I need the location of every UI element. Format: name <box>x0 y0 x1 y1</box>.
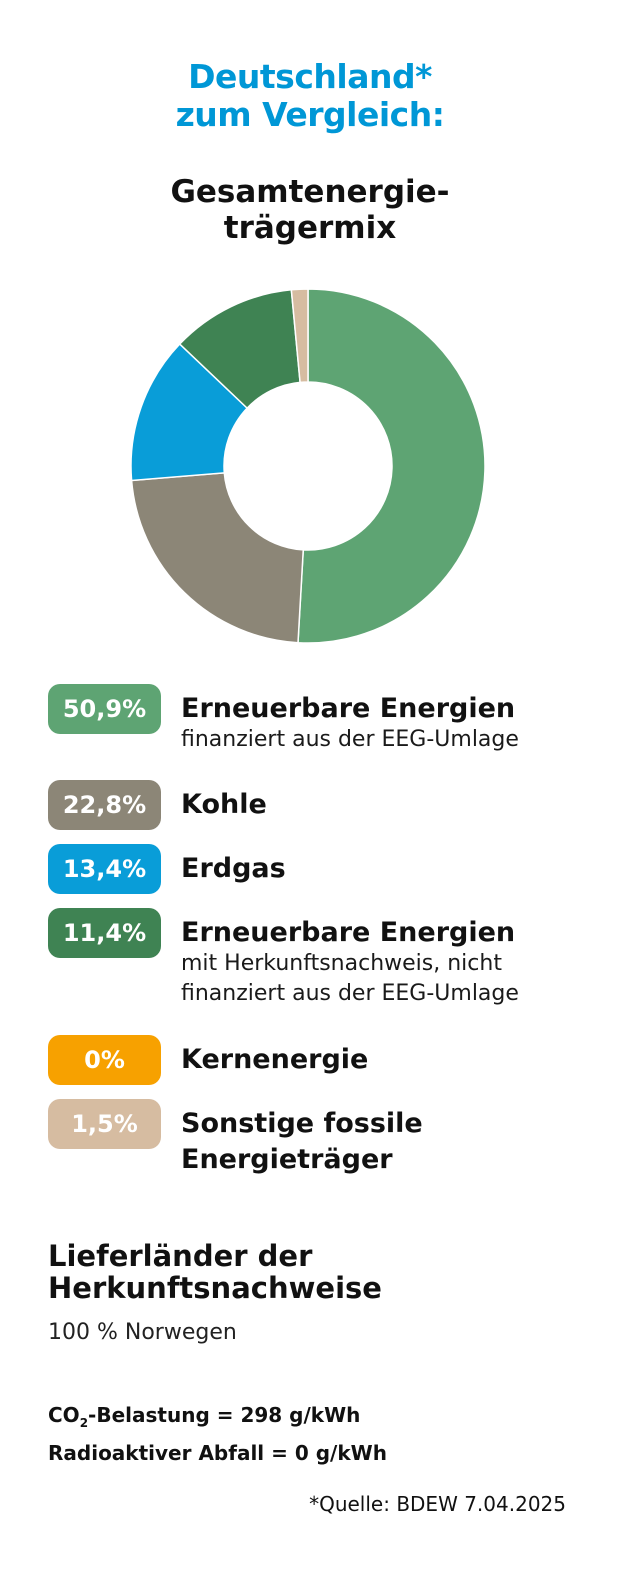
chart-title: Gesamtenergie- trägermix <box>0 174 620 246</box>
headline-line-1: Deutschland* <box>188 57 432 96</box>
legend-note-line: mit Herkunftsnachweis, nicht <box>181 951 502 976</box>
percent-badge: 50,9% <box>48 684 161 734</box>
headline: Deutschland* zum Vergleich: <box>0 58 620 134</box>
supplier-title-line-1: Lieferländer der <box>48 1239 313 1273</box>
legend-label-line: Sonstige fossile <box>181 1108 423 1139</box>
donut-slice-1 <box>297 288 486 644</box>
legend-label: Sonstige fossile Energieträger <box>181 1106 601 1178</box>
legend-label-line: Kohle <box>181 789 267 820</box>
percent-badge: 22,8% <box>48 780 161 830</box>
legend-note-line: finanziert aus der EEG-Umlage <box>181 727 519 752</box>
source-note: *Quelle: BDEW 7.04.2025 <box>309 1492 566 1516</box>
co2-subscript: 2 <box>79 1416 89 1430</box>
legend-note: finanziert aus der EEG-Umlage <box>181 725 601 755</box>
donut-slice-2 <box>130 472 305 644</box>
supplier-country: 100 % Norwegen <box>48 1320 237 1345</box>
supplier-title: Lieferländer der Herkunftsnachweise <box>48 1240 588 1304</box>
legend-label-line: Erneuerbare Energien <box>181 917 516 948</box>
headline-line-2: zum Vergleich: <box>175 95 445 134</box>
percent-badge: 1,5% <box>48 1099 161 1149</box>
legend-label: Kernenergie <box>181 1042 601 1078</box>
chart-title-line-2: trägermix <box>223 210 397 246</box>
legend-label: Erneuerbare Energien <box>181 915 601 951</box>
supplier-title-line-2: Herkunftsnachweise <box>48 1271 382 1305</box>
legend-label: Kohle <box>181 787 601 823</box>
radioactive-waste-stat: Radioaktiver Abfall = 0 g/kWh <box>48 1441 387 1465</box>
co2-stat: CO2-Belastung = 298 g/kWh <box>48 1400 387 1438</box>
legend-label-line: Erneuerbare Energien <box>181 693 516 724</box>
legend-label: Erdgas <box>181 851 601 887</box>
donut-chart <box>130 288 486 644</box>
co2-suffix: -Belastung = 298 g/kWh <box>88 1403 361 1427</box>
percent-badge: 13,4% <box>48 844 161 894</box>
percent-badge: 11,4% <box>48 908 161 958</box>
donut-slice-6 <box>290 288 309 384</box>
legend-label-line: Kernenergie <box>181 1044 369 1075</box>
co2-prefix: CO <box>48 1403 80 1427</box>
chart-title-line-1: Gesamtenergie- <box>170 174 450 210</box>
legend-label-line: Erdgas <box>181 853 286 884</box>
legend-label-line: Energieträger <box>181 1144 393 1175</box>
legend-note-line: finanziert aus der EEG-Umlage <box>181 981 519 1006</box>
emission-stats: CO2-Belastung = 298 g/kWh Radioaktiver A… <box>48 1400 387 1468</box>
legend-label: Erneuerbare Energien <box>181 691 601 727</box>
legend-note: mit Herkunftsnachweis, nicht finanziert a… <box>181 949 601 1009</box>
percent-badge: 0% <box>48 1035 161 1085</box>
